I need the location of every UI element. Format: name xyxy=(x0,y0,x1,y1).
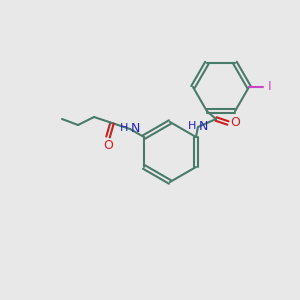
Text: H: H xyxy=(188,121,196,131)
Text: N: N xyxy=(199,121,208,134)
Text: I: I xyxy=(268,80,272,94)
Text: O: O xyxy=(103,139,113,152)
Text: O: O xyxy=(230,116,240,130)
Text: N: N xyxy=(131,122,140,136)
Text: H: H xyxy=(120,123,128,133)
